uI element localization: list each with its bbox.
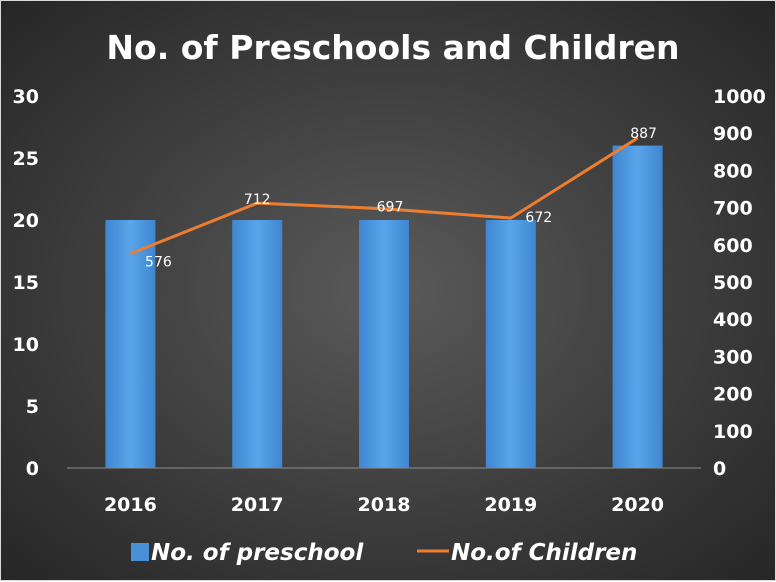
category-label: 2020: [611, 494, 664, 516]
legend-bar-label: No. of preschool: [151, 540, 364, 566]
line-data-label: 712: [244, 192, 271, 208]
legend-bar-swatch: [131, 543, 149, 561]
right-tick-label: 1000: [713, 86, 766, 108]
bar: [105, 220, 156, 468]
line-series: [129, 136, 639, 256]
right-tick-label: 0: [713, 458, 726, 480]
right-tick-label: 500: [713, 272, 753, 294]
category-label: 2017: [231, 494, 284, 516]
left-tick-label: 5: [26, 396, 39, 418]
right-tick-label: 300: [713, 346, 753, 368]
category-labels: 2016 2017 2018 2019 2020: [104, 494, 664, 516]
left-tick-label: 30: [13, 86, 39, 108]
right-tick-label: 800: [713, 160, 753, 182]
bar: [232, 220, 283, 468]
category-label: 2016: [104, 494, 157, 516]
category-label: 2019: [484, 494, 537, 516]
line-data-label: 697: [377, 200, 404, 216]
category-label: 2018: [358, 494, 411, 516]
chart-title: No. of Preschools and Children: [106, 28, 679, 67]
left-tick-label: 25: [13, 148, 39, 170]
right-tick-label: 900: [713, 123, 753, 145]
left-axis-ticks: 0 5 10 15 20 25 30: [13, 86, 39, 480]
right-tick-label: 600: [713, 235, 753, 257]
right-tick-label: 400: [713, 309, 753, 331]
legend-line-label: No.of Children: [451, 540, 637, 566]
right-tick-label: 200: [713, 384, 753, 406]
children-line: [129, 136, 639, 256]
bar: [485, 220, 536, 468]
right-axis-ticks: 0 100 200 300 400 500 600 700 800 900 1000: [713, 86, 766, 480]
line-data-label: 887: [630, 126, 657, 142]
left-tick-label: 10: [13, 334, 39, 356]
left-tick-label: 20: [13, 210, 39, 232]
bar: [612, 145, 663, 468]
left-tick-label: 0: [26, 458, 39, 480]
line-data-label: 576: [145, 255, 172, 271]
line-data-label: 672: [525, 210, 552, 226]
bar: [359, 220, 409, 468]
right-tick-label: 700: [713, 198, 753, 220]
left-tick-label: 15: [13, 272, 39, 294]
bar-series: [105, 145, 663, 468]
line-data-labels: 576 712 697 672 887: [145, 126, 657, 271]
legend: No. of preschool No.of Children: [131, 540, 637, 566]
right-tick-label: 100: [713, 421, 753, 443]
